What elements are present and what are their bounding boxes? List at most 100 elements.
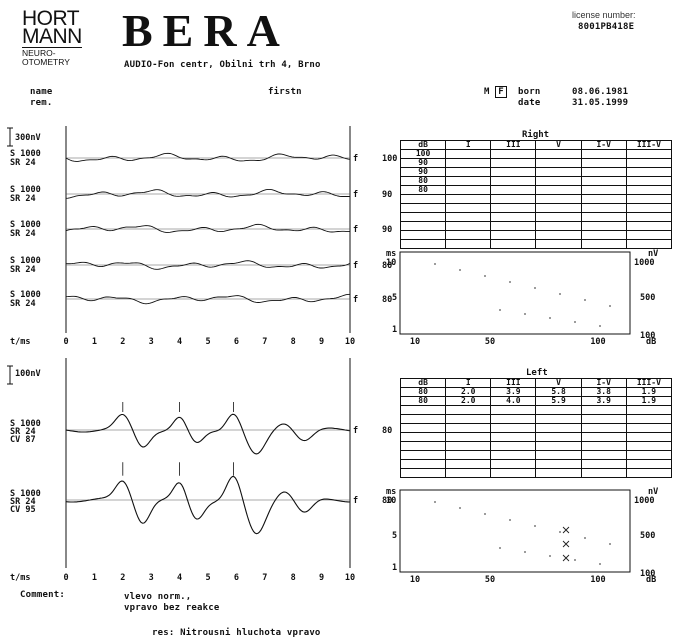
trace-f-marker: f bbox=[353, 426, 358, 436]
table-cell bbox=[399, 212, 447, 222]
table-cell bbox=[399, 450, 447, 460]
plot-x-unit: dB bbox=[646, 337, 656, 347]
table-cell: 90 bbox=[399, 158, 447, 168]
axis-tick-label: 6 bbox=[234, 337, 239, 347]
trace-stimulus-label: S 1000 bbox=[10, 185, 41, 195]
trace-line bbox=[65, 413, 350, 455]
table-cell bbox=[580, 468, 627, 478]
table-cell bbox=[580, 176, 627, 186]
table-cell: 3.9 bbox=[580, 396, 627, 406]
table-cell bbox=[535, 405, 582, 415]
axis-tick-label: 2 bbox=[120, 573, 125, 583]
table-cell bbox=[535, 450, 582, 460]
table-header-cell: V bbox=[535, 140, 582, 150]
table-cell bbox=[445, 176, 492, 186]
table-cell: 5.9 bbox=[535, 396, 582, 406]
plot-dot bbox=[484, 275, 486, 277]
table-header-cell: I bbox=[445, 140, 492, 150]
sex-female-box: F bbox=[495, 86, 507, 98]
plot-x-tick: 50 bbox=[485, 337, 495, 347]
table-cell bbox=[445, 468, 492, 478]
axis-tick-label: 10 bbox=[345, 573, 355, 583]
table-cell bbox=[445, 149, 492, 159]
table-cell bbox=[399, 239, 447, 249]
address: AUDIO-Fon centr, Obilni trh 4, Brno bbox=[124, 60, 321, 70]
trace-sr-label: SR 24 bbox=[10, 299, 36, 309]
table-cell bbox=[445, 194, 492, 204]
table-cell bbox=[580, 405, 627, 415]
table-cell bbox=[580, 423, 627, 433]
logo-line-hort: HORT bbox=[22, 7, 80, 30]
left-results-table: dB I III V I-V III-V 80 2.0 3.9 5.8 3.8 1.9 80 2.0 4.0… bbox=[399, 378, 673, 478]
table-cell bbox=[625, 432, 673, 442]
plot-dot bbox=[434, 263, 436, 265]
table-row: 90 bbox=[399, 167, 673, 177]
upper-time-axis: t/ms 0 1 2 3 4 5 6 7 8 9 10 bbox=[10, 337, 355, 347]
table-row bbox=[399, 405, 673, 415]
plot-dot bbox=[524, 551, 526, 553]
right-results-table: dB I III V I-V III-V 100 90 90 80 80 bbox=[399, 140, 673, 249]
plot-y-right-tick: 1000 bbox=[634, 258, 654, 268]
table-cell bbox=[535, 230, 582, 240]
table-cell bbox=[580, 194, 627, 204]
table-cell bbox=[399, 432, 447, 442]
trace-line bbox=[66, 260, 351, 270]
table-cell bbox=[399, 414, 447, 424]
axis-tick-label: 5 bbox=[205, 337, 210, 347]
plot-dot bbox=[549, 555, 551, 557]
table-cell bbox=[490, 405, 537, 415]
trace-level-label: 90 bbox=[382, 225, 392, 235]
table-cell bbox=[535, 441, 582, 451]
lower-scale-label: 100nV bbox=[15, 369, 41, 379]
plot-dot bbox=[509, 519, 511, 521]
table-cell bbox=[490, 450, 537, 460]
plot-frame bbox=[399, 489, 631, 573]
table-cell bbox=[399, 194, 447, 204]
table-cell bbox=[580, 149, 627, 159]
plot-dot bbox=[574, 321, 576, 323]
result-text: res: Nitrousni hluchota vpravo bbox=[152, 628, 321, 638]
plot-dot bbox=[524, 313, 526, 315]
date-label: date bbox=[518, 98, 541, 108]
table-cell bbox=[625, 423, 673, 433]
plot-dot bbox=[534, 525, 536, 527]
trace-line bbox=[65, 293, 351, 305]
plot-y-left-tick: 5 bbox=[392, 531, 397, 541]
plot-dot bbox=[599, 325, 601, 327]
table-cell bbox=[625, 194, 673, 204]
plot-dot bbox=[549, 317, 551, 319]
table-cell bbox=[580, 167, 627, 177]
table-cell bbox=[625, 450, 673, 460]
date-value: 31.05.1999 bbox=[572, 98, 629, 108]
table-row bbox=[399, 423, 673, 433]
trace-sr-label: SR 24 bbox=[10, 497, 36, 507]
trace-f-marker: f bbox=[353, 190, 358, 200]
plot-x-tick: 100 bbox=[590, 337, 605, 347]
trace-f-marker: f bbox=[353, 496, 358, 506]
patient-first-name: firstn bbox=[268, 87, 302, 97]
table-cell bbox=[580, 158, 627, 168]
table-row bbox=[399, 459, 673, 469]
trace-stimulus-label: S 1000 bbox=[10, 419, 41, 429]
plot-dot bbox=[534, 287, 536, 289]
plot-y-left-tick: 5 bbox=[392, 293, 397, 303]
table-row: 90 bbox=[399, 158, 673, 168]
right-table-title: Right bbox=[522, 130, 550, 140]
trace-stimulus-label: S 1000 bbox=[10, 220, 41, 230]
plot-dot bbox=[574, 559, 576, 561]
table-cell bbox=[535, 221, 582, 231]
table-cell bbox=[490, 468, 537, 478]
plot-dot bbox=[609, 305, 611, 307]
table-cell bbox=[490, 203, 537, 213]
table-cell bbox=[625, 176, 673, 186]
name-label: name bbox=[30, 87, 53, 97]
axis-tick-label: 0 bbox=[63, 337, 68, 347]
axis-tick-label: 6 bbox=[234, 573, 239, 583]
logo-line-mann: MANN bbox=[22, 25, 82, 48]
axis-tick-label: 2 bbox=[120, 337, 125, 347]
table-header-cell: III-V bbox=[625, 140, 673, 150]
